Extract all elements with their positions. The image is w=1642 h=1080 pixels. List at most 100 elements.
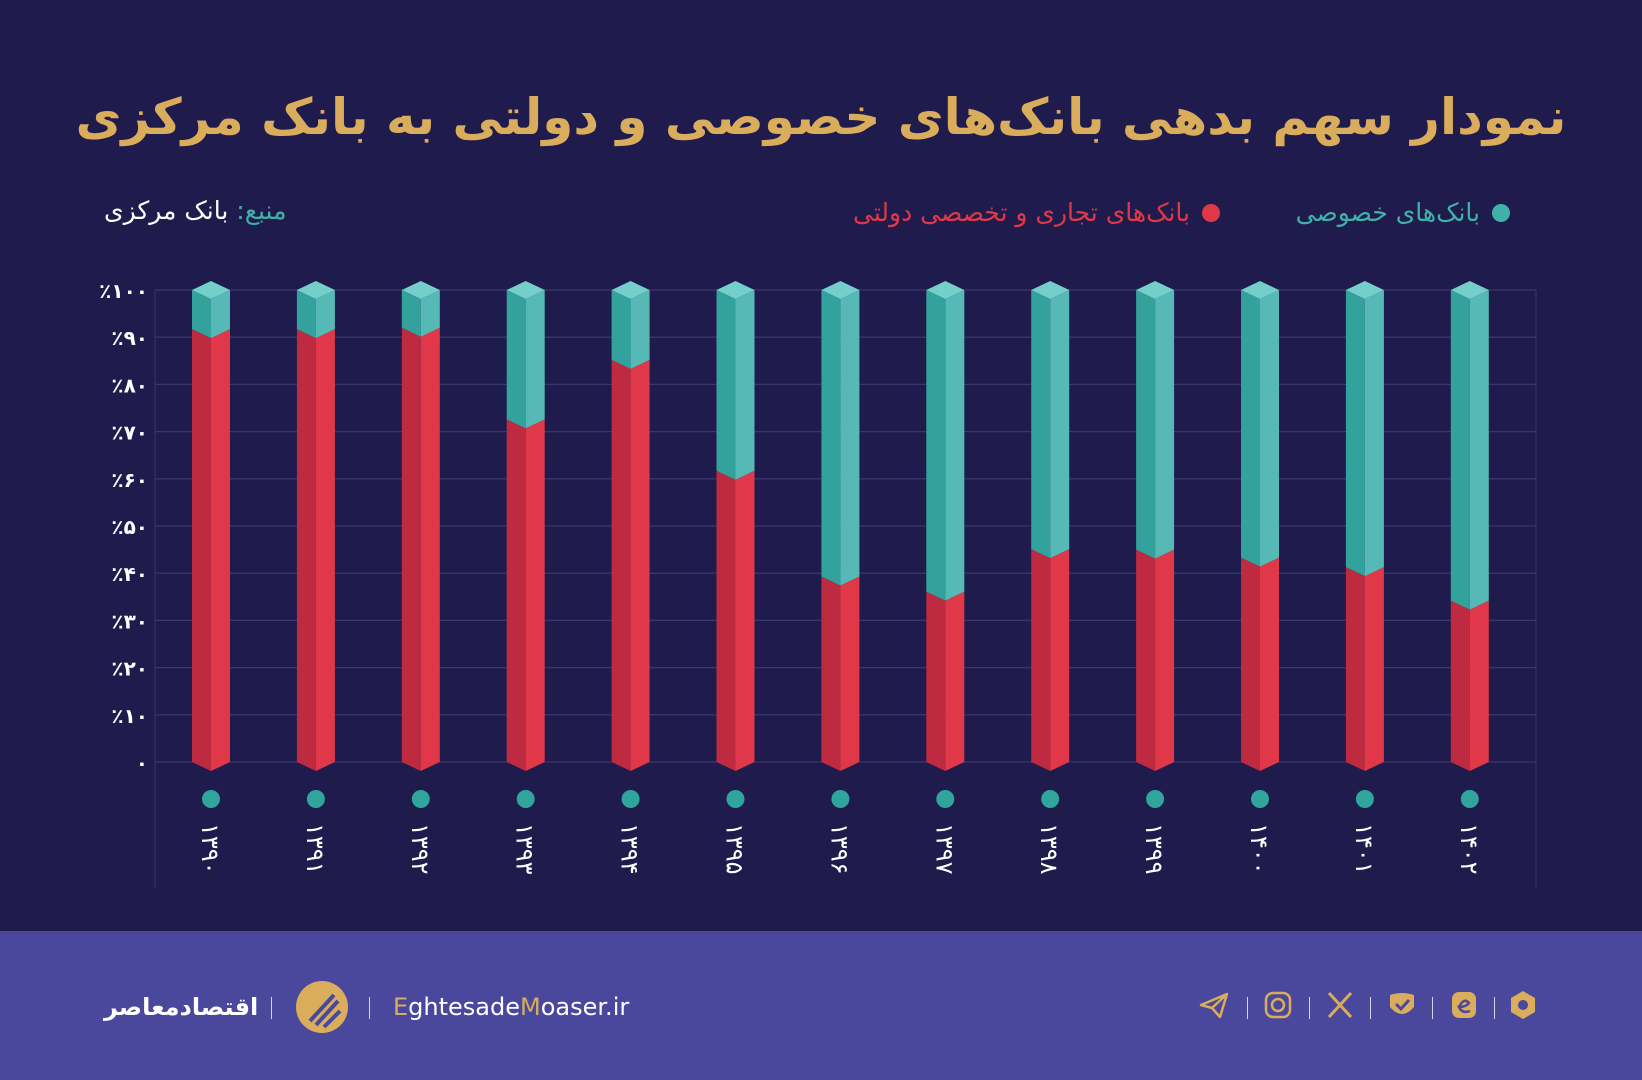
bar-private-right-face xyxy=(840,290,860,586)
x-tick-label: ۱۴۰۰ xyxy=(1245,823,1273,875)
bar-private-top-face xyxy=(296,281,335,299)
x-tick-label: ۱۴۰۲ xyxy=(1455,823,1483,875)
bar-state-left-face xyxy=(926,591,946,771)
bar-state-left-face xyxy=(611,359,631,771)
bar-private-top-face xyxy=(1136,281,1175,299)
telegram-icon[interactable] xyxy=(1198,989,1230,1021)
x-marker-dot xyxy=(1146,790,1165,808)
x-tick-label: ۱۳۹۴ xyxy=(616,823,644,875)
y-tick-label: ٪۷۰ xyxy=(111,421,148,445)
bar-private-right-face xyxy=(315,290,335,339)
bar-private-right-face xyxy=(1469,290,1489,610)
bar-private-left-face xyxy=(821,290,841,586)
y-tick-label: ٪۸۰ xyxy=(111,373,148,397)
bar-state-left-face xyxy=(1031,549,1051,771)
bar-private-top-face xyxy=(611,281,650,299)
bar-private-right-face xyxy=(1364,290,1384,577)
bar-private-left-face xyxy=(611,290,631,369)
bar-private-left-face xyxy=(1031,290,1051,559)
y-tick-label: ۰ xyxy=(136,751,148,775)
bar-private-top-face xyxy=(1241,281,1279,299)
x-marker-dot xyxy=(621,790,640,808)
bale-icon[interactable] xyxy=(1507,989,1539,1021)
x-marker-dot xyxy=(202,790,220,808)
bar-private-left-face xyxy=(926,290,946,601)
source-label: منبع: xyxy=(236,196,287,225)
bar-state-right-face xyxy=(1155,549,1175,771)
bar-state-right-face xyxy=(1050,549,1070,771)
bar-state-right-face xyxy=(525,419,545,771)
source-value: بانک مرکزی xyxy=(104,196,229,225)
bar-private-right-face xyxy=(1155,290,1175,559)
bar-state-right-face xyxy=(211,329,230,771)
rubika-icon[interactable] xyxy=(1448,989,1480,1021)
bar-private-right-face xyxy=(1260,290,1279,567)
y-tick-label: ٪۲۰ xyxy=(111,657,148,681)
bar-private-right-face xyxy=(945,290,965,601)
bar-private-left-face xyxy=(192,290,211,339)
legend-item-private: بانک‌های خصوصی xyxy=(1296,198,1510,227)
logo-icon xyxy=(296,981,348,1033)
instagram-icon[interactable] xyxy=(1262,989,1294,1021)
x-marker-dot xyxy=(831,790,850,808)
x-marker-dot xyxy=(1251,790,1269,808)
bar-private-top-face xyxy=(1450,281,1489,299)
x-marker-dot xyxy=(1460,790,1479,808)
bar-state-right-face xyxy=(945,591,965,771)
bar-private-left-face xyxy=(401,290,421,337)
x-tick-label: ۱۴۰۱ xyxy=(1350,823,1378,875)
y-tick-label: ٪۳۰ xyxy=(111,609,148,633)
y-tick-label: ٪۱۰۰ xyxy=(99,279,148,303)
bar-private-right-face xyxy=(525,290,545,429)
chart-title: نمودار سهم بدهی بانک‌های خصوصی و دولتی ب… xyxy=(75,88,1567,146)
x-tick-label: ۱۳۹۶ xyxy=(825,823,853,875)
x-tick-label: ۱۳۹۳ xyxy=(511,823,539,875)
x-icon[interactable] xyxy=(1324,989,1356,1021)
x-tick-label: ۱۳۹۵ xyxy=(721,823,749,875)
x-tick-label: ۱۳۹۰ xyxy=(196,823,224,875)
bar-private-top-face xyxy=(401,281,440,299)
divider xyxy=(1309,997,1310,1019)
brand-name: اقتصادمعاصر xyxy=(104,993,259,1021)
legend-label: بانک‌های خصوصی xyxy=(1295,198,1480,227)
legend-dot-icon xyxy=(1492,203,1510,222)
bar-private-right-face xyxy=(211,290,230,339)
website-link[interactable]: EghtesadeMoaser.ir xyxy=(393,993,630,1021)
bar-private-right-face xyxy=(630,290,650,369)
x-marker-dot xyxy=(411,790,430,808)
bar-state-left-face xyxy=(1345,567,1365,771)
source-note: منبع: بانک مرکزی xyxy=(104,196,286,225)
bar-private-top-face xyxy=(716,281,755,299)
bar-state-right-face xyxy=(630,359,650,771)
bar-state-left-face xyxy=(506,419,526,771)
bar-state-left-face xyxy=(821,576,841,771)
bar-private-top-face xyxy=(926,281,965,299)
bar-private-right-face xyxy=(1050,290,1070,559)
y-tick-label: ٪۶۰ xyxy=(111,468,148,492)
bar-state-right-face xyxy=(1364,567,1384,771)
y-tick-label: ٪۴۰ xyxy=(111,562,148,586)
bar-private-top-face xyxy=(1345,281,1384,299)
bar-private-top-face xyxy=(192,281,230,299)
legend-item-state: بانک‌های تجاری و تخصصی دولتی xyxy=(853,198,1220,227)
legend-label: بانک‌های تجاری و تخصصی دولتی xyxy=(853,198,1190,227)
bar-state-left-face xyxy=(192,329,211,771)
divider xyxy=(1432,997,1433,1019)
bar-state-right-face xyxy=(1469,600,1489,771)
x-marker-dot xyxy=(726,790,745,808)
x-tick-label: ۱۳۹۱ xyxy=(301,823,329,875)
divider xyxy=(369,997,370,1019)
x-tick-label: ۱۳۹۷ xyxy=(930,823,958,875)
bar-private-left-face xyxy=(1241,290,1260,567)
y-tick-label: ٪۵۰ xyxy=(111,515,148,539)
y-tick-label: ٪۱۰ xyxy=(111,704,148,728)
bar-private-right-face xyxy=(735,290,755,480)
bar-private-right-face xyxy=(420,290,440,337)
x-marker-dot xyxy=(1041,790,1060,808)
bar-private-left-face xyxy=(1345,290,1365,577)
x-tick-label: ۱۳۹۹ xyxy=(1140,823,1168,875)
eitaa-icon[interactable] xyxy=(1386,989,1418,1021)
bar-state-right-face xyxy=(840,576,860,771)
x-marker-dot xyxy=(516,790,535,808)
bar-state-right-face xyxy=(1260,557,1279,771)
